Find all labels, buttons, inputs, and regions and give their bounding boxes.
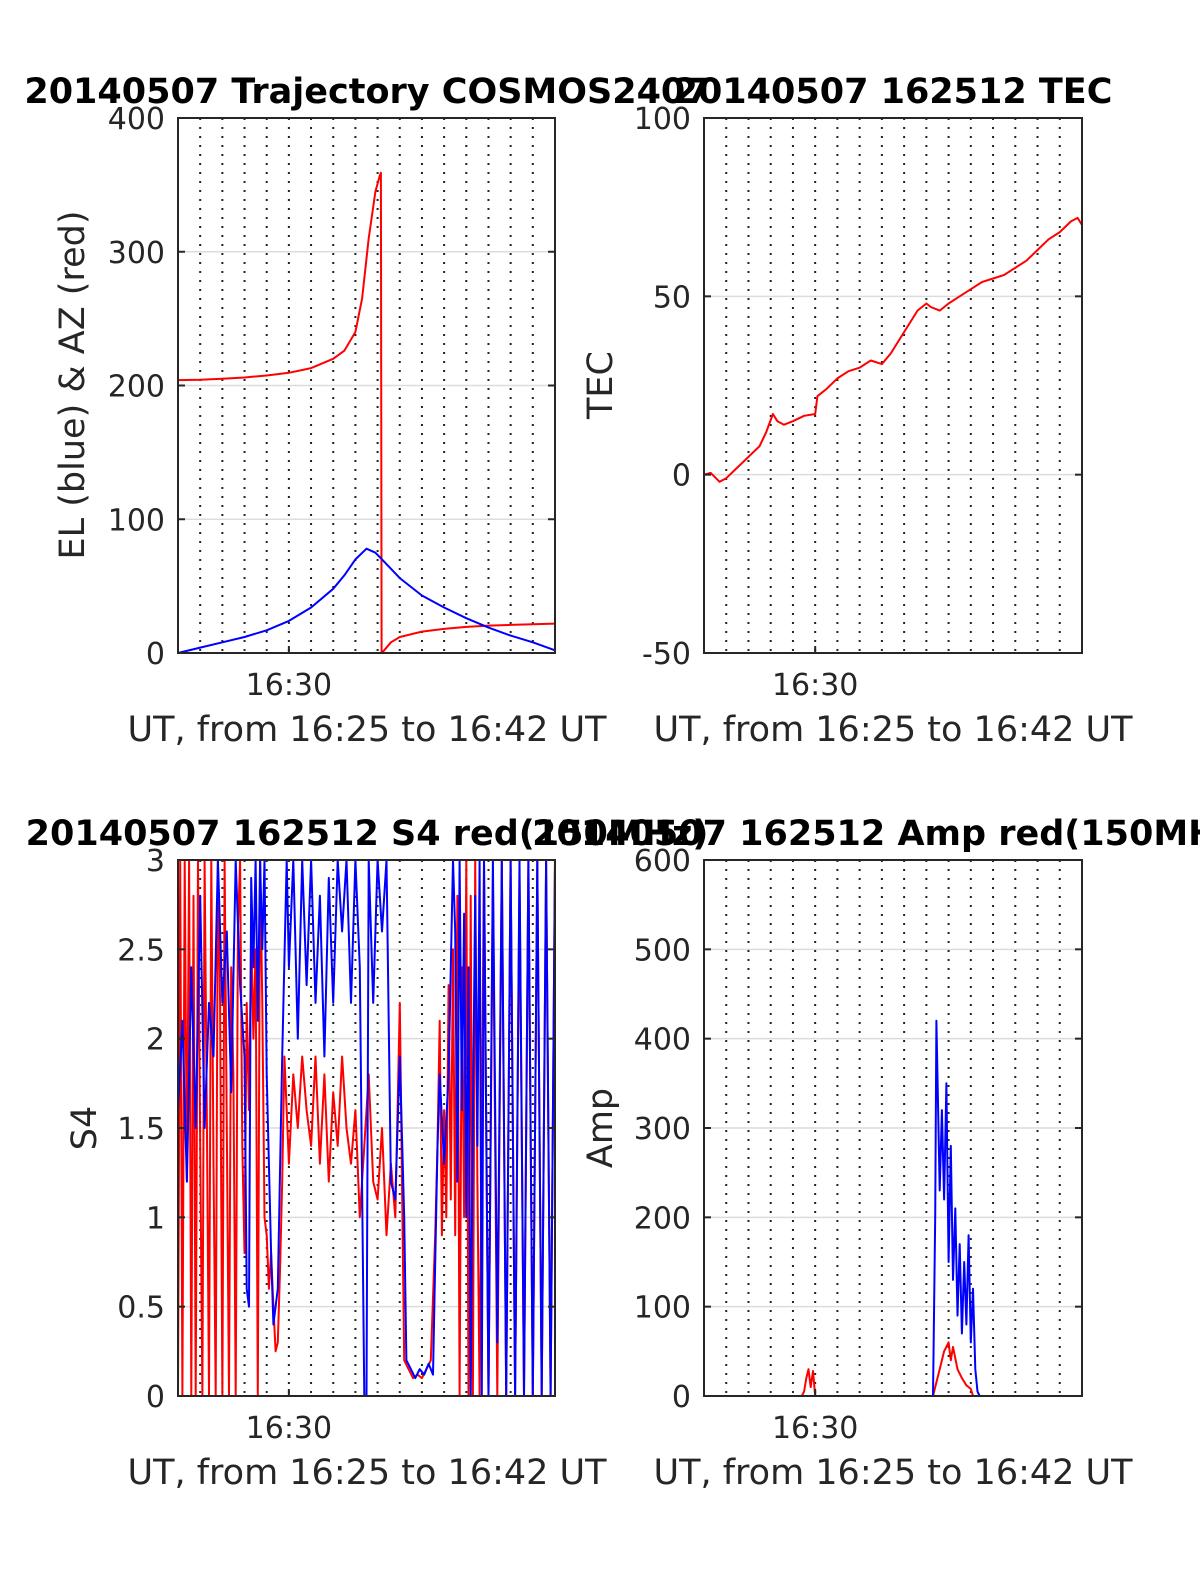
tec-title: 20140507 162512 TEC — [674, 72, 1113, 112]
s4-panel: 0 0.5 1 1.5 2 2.5 3 16:30 20140507 162512 S4 re… — [26, 814, 709, 1493]
trajectory-xtick-label: 16:30 — [246, 668, 332, 703]
tec-plot-area: -50 0 50 100 16:30 — [634, 102, 1083, 703]
tec-series-line — [703, 216, 1083, 483]
s4-ytick-label: 1 — [146, 1201, 165, 1236]
trajectory-ytick-label: 300 — [108, 236, 165, 271]
s4-xlabel: UT, from 16:25 to 16:42 UT — [127, 1453, 607, 1493]
amp-title: 20140507 162512 Amp red(150MHz) — [532, 814, 1200, 854]
tec-xtick-label: 16:30 — [772, 668, 858, 703]
tec-ytick-label: -50 — [642, 637, 691, 672]
s4-ytick-label: 0 — [146, 1380, 165, 1415]
tec-axes-box — [703, 117, 1083, 654]
tec-xlabel: UT, from 16:25 to 16:42 UT — [653, 710, 1133, 750]
s4-plot-area: 0 0.5 1 1.5 2 2.5 3 16:30 — [117, 844, 556, 1446]
tec-ylabel: TEC — [581, 351, 621, 420]
trajectory-xlabel: UT, from 16:25 to 16:42 UT — [127, 710, 607, 750]
amp-panel: 0 100 200 300 400 500 600 16:30 20140507 162512… — [532, 814, 1200, 1493]
trajectory-series-line — [177, 547, 556, 654]
amp-ytick-label: 300 — [634, 1112, 691, 1147]
trajectory-title: 20140507 Trajectory COSMOS2407 — [24, 72, 709, 112]
tec-ytick-label: 100 — [634, 102, 691, 137]
s4-ytick-label: 0.5 — [117, 1291, 165, 1326]
amp-ytick-label: 0 — [672, 1380, 691, 1415]
trajectory-ytick-label: 200 — [108, 370, 165, 405]
amp-xtick-label: 16:30 — [772, 1411, 858, 1446]
trajectory-series-line — [177, 171, 556, 654]
s4-ytick-label: 1.5 — [117, 1112, 165, 1147]
s4-ytick-label: 2.5 — [117, 933, 165, 968]
trajectory-ytick-label: 0 — [146, 637, 165, 672]
amp-ytick-label: 600 — [634, 844, 691, 879]
amp-plot-area: 0 100 200 300 400 500 600 16:30 — [634, 844, 1083, 1446]
s4-ytick-label: 2 — [146, 1023, 165, 1058]
trajectory-panel: 0 100 200 300 400 16:30 20140507 Trajectory C… — [24, 72, 709, 750]
s4-ylabel: S4 — [65, 1106, 105, 1151]
amp-ytick-label: 100 — [634, 1291, 691, 1326]
s4-xtick-label: 16:30 — [246, 1411, 332, 1446]
amp-series-line — [704, 1019, 1082, 1397]
trajectory-ytick-label: 400 — [108, 102, 165, 137]
s4-ytick-label: 3 — [146, 844, 165, 879]
amp-series-line — [704, 1341, 1082, 1397]
trajectory-ytick-label: 100 — [108, 503, 165, 538]
amp-ylabel: Amp — [581, 1088, 621, 1168]
s4-title: 20140507 162512 S4 red(150MHz) — [26, 814, 709, 854]
amp-xlabel: UT, from 16:25 to 16:42 UT — [653, 1453, 1133, 1493]
trajectory-plot-area: 0 100 200 300 400 16:30 — [108, 102, 556, 703]
amp-ytick-label: 200 — [634, 1201, 691, 1236]
tec-ytick-label: 0 — [672, 459, 691, 494]
tec-panel: -50 0 50 100 16:30 20140507 162512 TEC UT, f… — [581, 72, 1133, 750]
tec-ytick-label: 50 — [653, 280, 691, 315]
trajectory-ylabel: EL (blue) & AZ (red) — [53, 211, 93, 560]
amp-ytick-label: 400 — [634, 1023, 691, 1058]
amp-ytick-label: 500 — [634, 933, 691, 968]
